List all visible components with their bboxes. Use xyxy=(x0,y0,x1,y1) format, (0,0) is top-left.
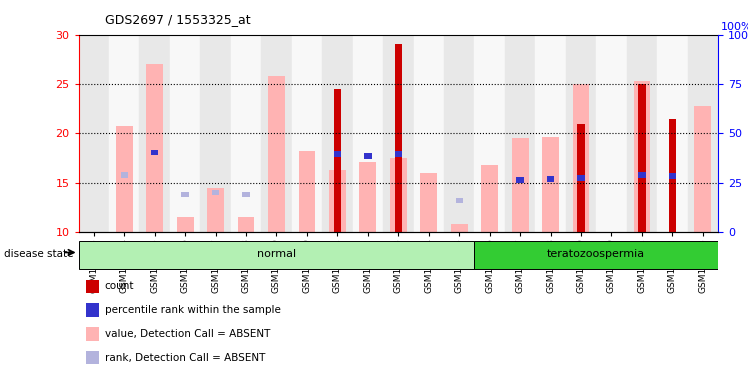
Bar xyxy=(79,241,474,269)
Bar xyxy=(577,124,585,232)
Bar xyxy=(420,173,437,232)
Bar xyxy=(547,176,554,182)
Bar xyxy=(177,217,194,232)
Bar xyxy=(634,81,650,232)
Bar xyxy=(79,35,109,232)
Text: disease state: disease state xyxy=(4,249,73,259)
Bar xyxy=(238,217,254,232)
Bar xyxy=(414,35,444,232)
Bar xyxy=(481,165,498,232)
Bar xyxy=(687,35,718,232)
Bar xyxy=(390,158,407,232)
Bar xyxy=(116,126,132,232)
Bar xyxy=(383,35,414,232)
Bar xyxy=(261,35,292,232)
Bar xyxy=(394,45,402,232)
Bar xyxy=(200,35,231,232)
Text: percentile rank within the sample: percentile rank within the sample xyxy=(105,305,280,315)
Bar xyxy=(207,188,224,232)
Bar xyxy=(565,35,596,232)
Bar xyxy=(352,35,383,232)
Bar xyxy=(542,137,559,232)
Bar xyxy=(147,64,163,232)
Text: GDS2697 / 1553325_at: GDS2697 / 1553325_at xyxy=(105,13,251,26)
Bar xyxy=(669,119,676,232)
Bar xyxy=(334,89,341,232)
Bar xyxy=(109,35,139,232)
Bar xyxy=(364,154,372,159)
Text: 100%: 100% xyxy=(721,22,748,32)
Text: normal: normal xyxy=(257,249,296,259)
Bar xyxy=(627,35,657,232)
Bar xyxy=(139,35,170,232)
Bar xyxy=(512,138,529,232)
Bar xyxy=(669,173,676,179)
Bar xyxy=(322,35,352,232)
Bar xyxy=(456,198,463,204)
Bar xyxy=(657,35,687,232)
Text: teratozoospermia: teratozoospermia xyxy=(548,249,646,259)
Bar xyxy=(444,35,474,232)
Bar xyxy=(505,35,536,232)
Text: count: count xyxy=(105,281,134,291)
Bar xyxy=(474,35,505,232)
Bar xyxy=(669,182,676,187)
Bar xyxy=(516,177,524,183)
Bar xyxy=(596,35,627,232)
Text: value, Detection Call = ABSENT: value, Detection Call = ABSENT xyxy=(105,329,270,339)
Bar xyxy=(638,172,646,178)
Bar xyxy=(292,35,322,232)
Bar xyxy=(451,224,468,232)
Bar xyxy=(694,106,711,232)
Bar xyxy=(120,172,128,178)
Bar xyxy=(573,84,589,232)
Bar xyxy=(536,35,565,232)
Bar xyxy=(268,76,285,232)
Bar xyxy=(577,175,585,180)
Bar xyxy=(212,190,219,195)
Bar xyxy=(395,151,402,157)
Bar xyxy=(329,170,346,232)
Bar xyxy=(474,241,718,269)
Bar xyxy=(182,192,188,197)
Bar xyxy=(170,35,200,232)
Bar xyxy=(516,177,524,183)
Bar xyxy=(334,151,341,157)
Text: rank, Detection Call = ABSENT: rank, Detection Call = ABSENT xyxy=(105,353,265,362)
Bar xyxy=(638,84,646,232)
Bar xyxy=(360,162,376,232)
Bar xyxy=(231,35,261,232)
Bar xyxy=(242,192,250,197)
Bar xyxy=(298,151,316,232)
Bar xyxy=(151,149,159,155)
